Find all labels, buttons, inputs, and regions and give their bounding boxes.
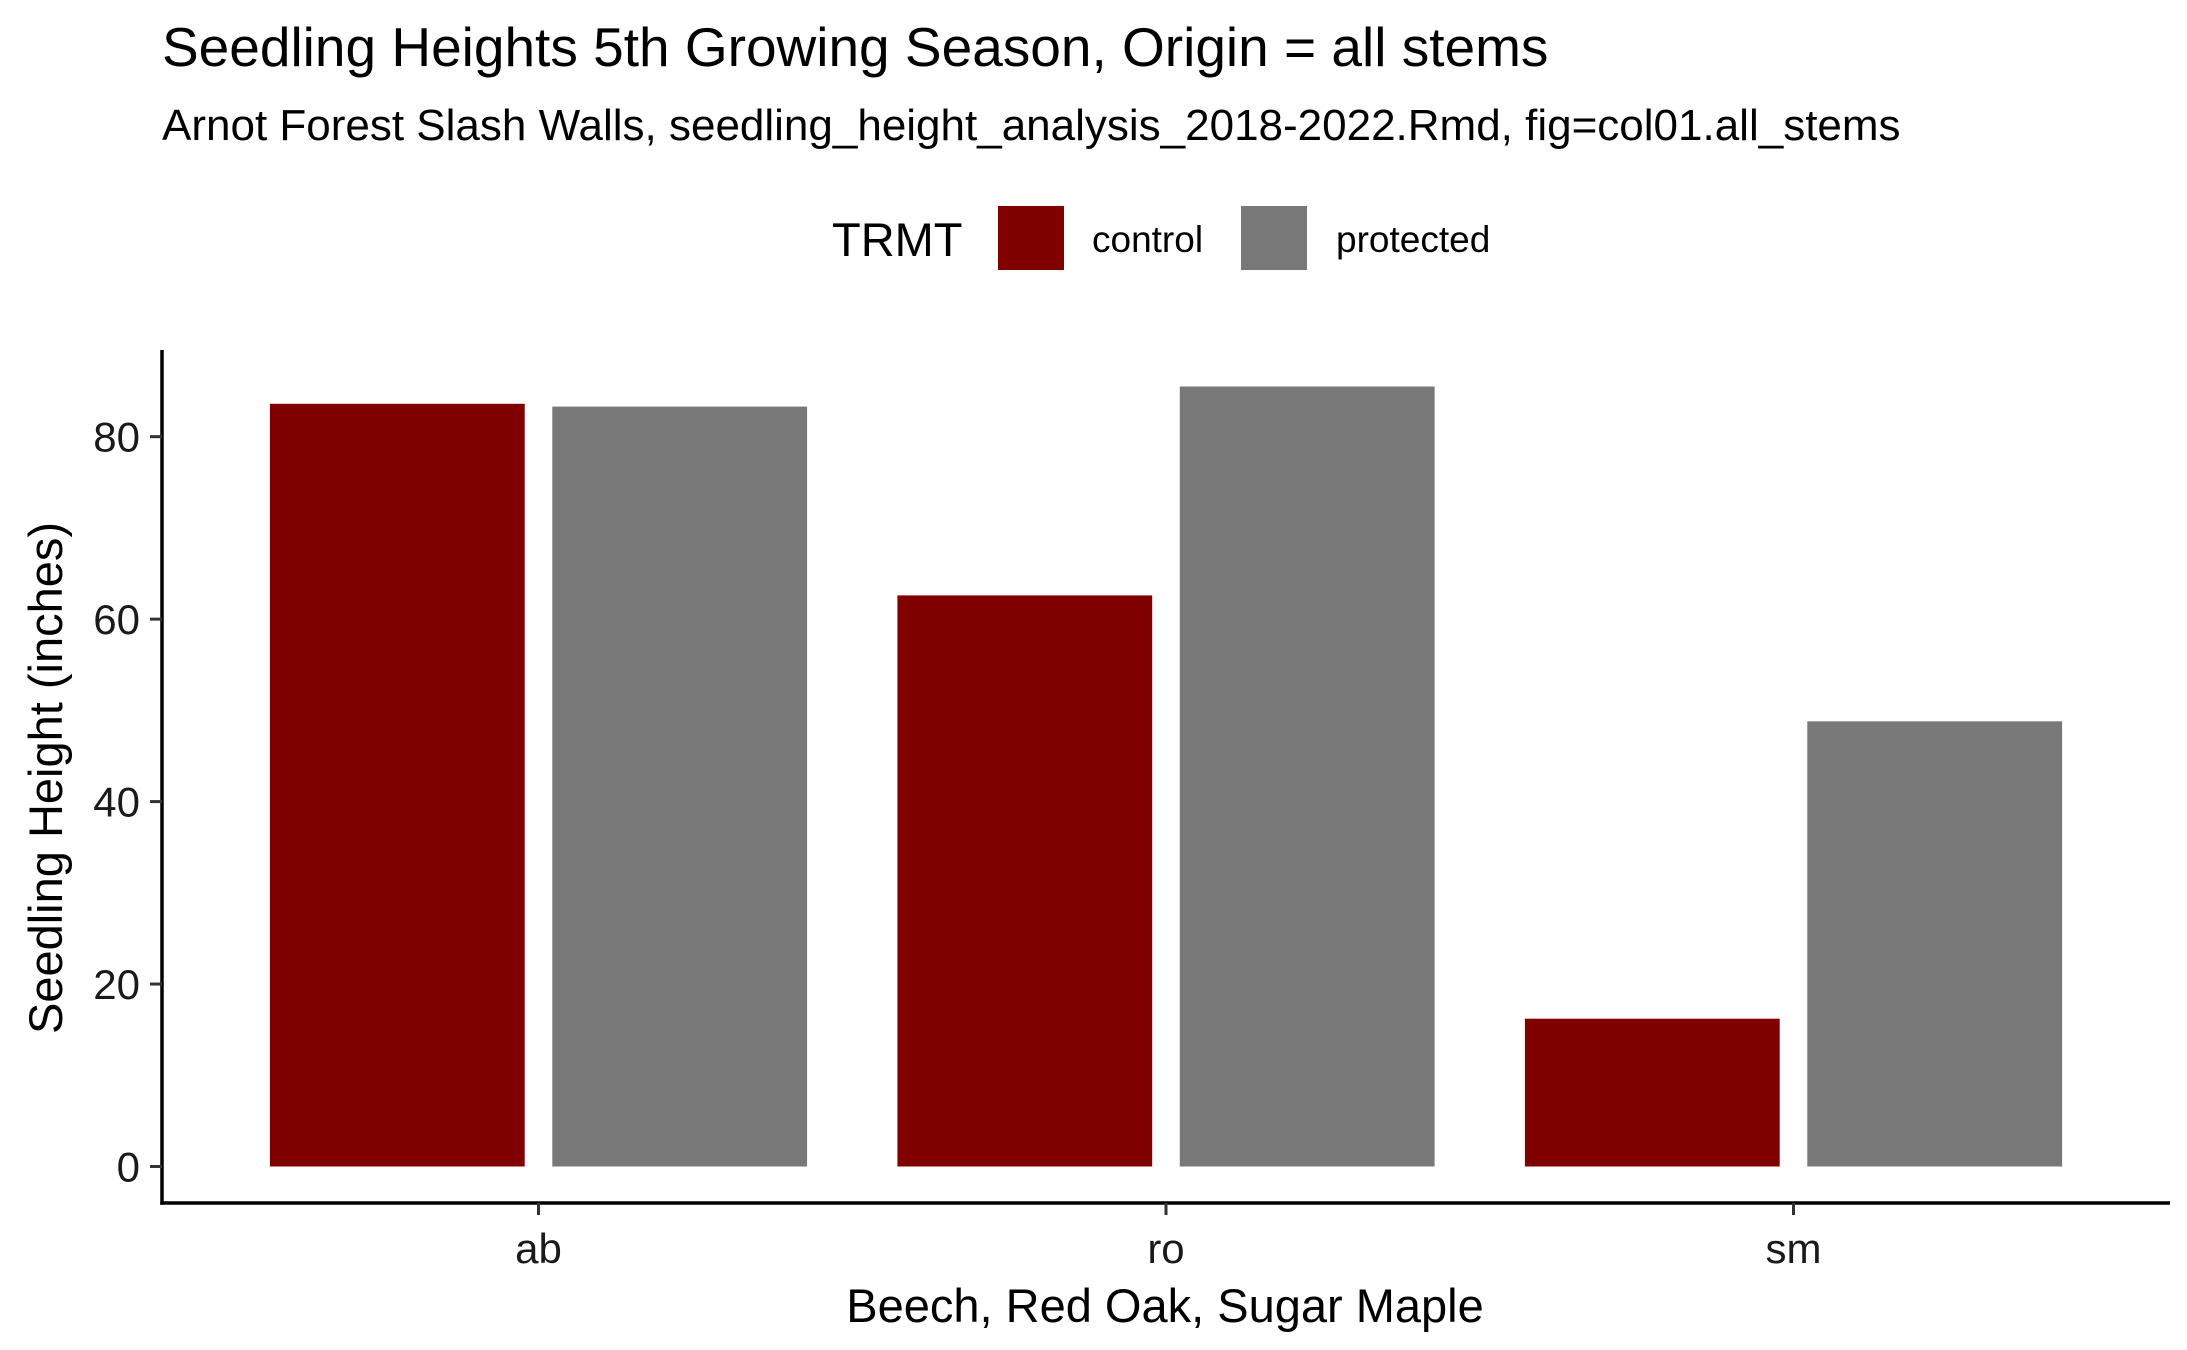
- x-tick-label-sm: sm: [1766, 1225, 1822, 1272]
- bar-control-sm: [1524, 1018, 1780, 1167]
- legend-key-control: [998, 206, 1064, 270]
- bar-protected-sm: [1807, 721, 2063, 1167]
- y-tick-label-40: 40: [93, 779, 140, 826]
- x-axis-ticks: ab ro sm: [515, 1203, 1822, 1272]
- y-axis-title: Seedling Height (inches): [19, 522, 72, 1034]
- legend-items: control protected: [998, 206, 1490, 270]
- legend-title: TRMT: [832, 213, 963, 266]
- y-axis-ticks: 0 20 40 60 80: [93, 414, 162, 1191]
- y-tick-label-0: 0: [117, 1144, 140, 1191]
- chart-title: Seedling Heights 5th Growing Season, Ori…: [162, 16, 1548, 78]
- bar-control-ro: [897, 595, 1153, 1167]
- bars: [269, 386, 2063, 1167]
- legend-label-control: control: [1092, 219, 1203, 260]
- bar-protected-ab: [552, 406, 808, 1167]
- bar-protected-ro: [1179, 386, 1435, 1167]
- chart-subtitle: Arnot Forest Slash Walls, seedling_heigh…: [162, 101, 1901, 150]
- bar-control-ab: [269, 403, 525, 1167]
- y-tick-label-60: 60: [93, 596, 140, 643]
- x-tick-label-ab: ab: [515, 1225, 562, 1272]
- y-tick-label-20: 20: [93, 961, 140, 1008]
- x-tick-label-ro: ro: [1147, 1225, 1184, 1272]
- legend-key-protected: [1241, 206, 1307, 270]
- legend: TRMT control protected: [832, 206, 1490, 270]
- x-axis-title: Beech, Red Oak, Sugar Maple: [846, 1279, 1483, 1332]
- y-tick-label-80: 80: [93, 414, 140, 461]
- legend-label-protected: protected: [1336, 219, 1490, 260]
